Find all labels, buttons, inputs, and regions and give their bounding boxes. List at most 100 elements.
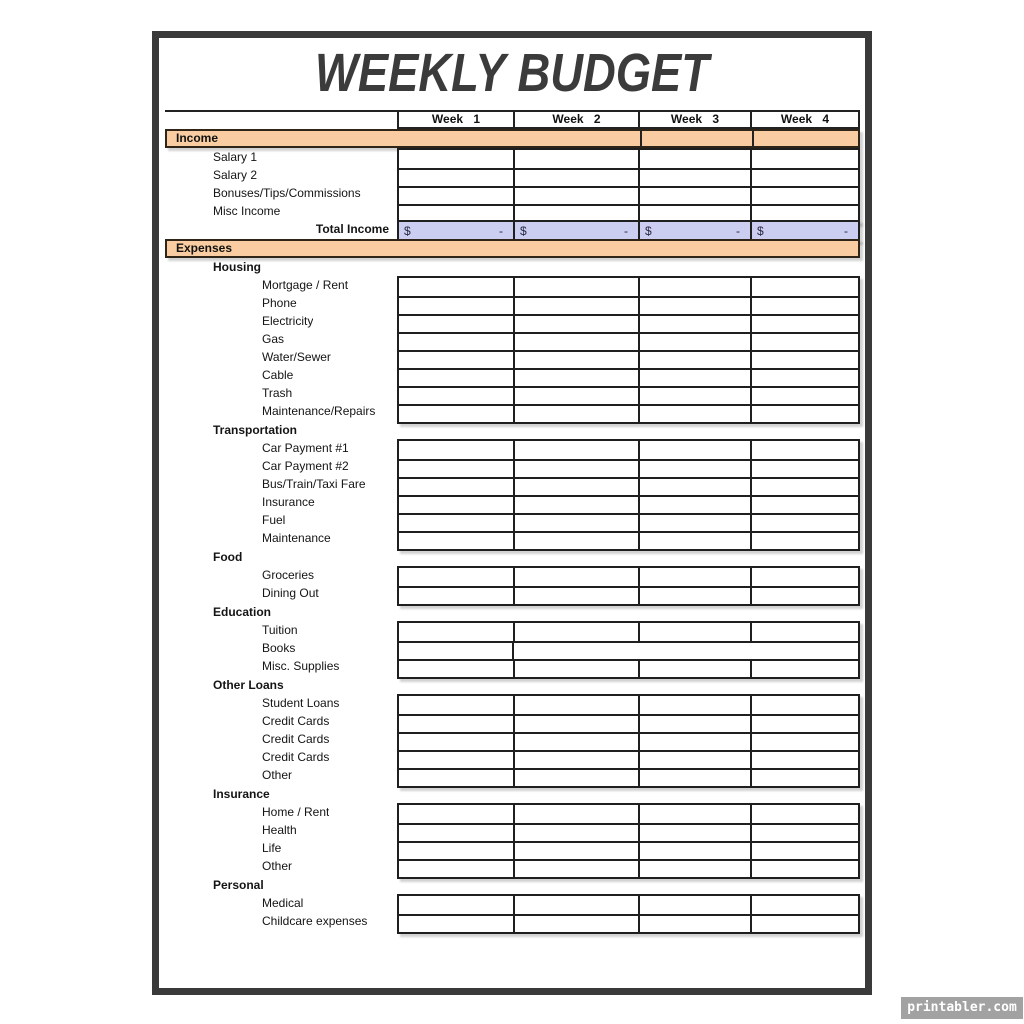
value-cell[interactable] [513,661,638,677]
value-cell[interactable] [750,316,858,332]
value-cell[interactable] [638,334,750,350]
value-cell[interactable] [513,716,638,732]
value-cell[interactable] [399,843,513,859]
value-cell[interactable] [638,278,750,296]
value-cell[interactable] [638,568,750,586]
value-cell[interactable] [638,515,750,531]
value-cell[interactable] [513,188,638,204]
value-cell[interactable] [638,352,750,368]
value-cell[interactable] [750,352,858,368]
value-cell[interactable] [513,825,638,841]
value-cell[interactable] [399,568,513,586]
value-cell[interactable] [513,588,638,604]
value-cell[interactable] [513,916,638,932]
value-cell[interactable] [399,805,513,823]
value-cell[interactable] [750,623,858,641]
value-cell[interactable] [750,479,858,495]
value-cell[interactable] [638,825,750,841]
value-cell[interactable] [513,805,638,823]
value-cell[interactable] [399,623,513,641]
value-cell[interactable] [638,734,750,750]
value-cell[interactable] [750,861,858,877]
value-cell[interactable] [638,316,750,332]
value-cell[interactable] [513,461,638,477]
value-cell[interactable] [399,278,513,296]
value-cell[interactable] [399,588,513,604]
value-cell[interactable] [513,770,638,786]
value-cell[interactable] [399,825,513,841]
value-cell[interactable] [638,770,750,786]
value-cell[interactable] [750,497,858,513]
value-cell[interactable] [750,896,858,914]
value-cell[interactable] [399,188,513,204]
value-cell[interactable] [638,533,750,549]
value-cell[interactable] [638,406,750,422]
value-cell[interactable] [638,441,750,459]
value-cell[interactable] [750,278,858,296]
value-cell[interactable] [638,588,750,604]
value-cell[interactable] [399,533,513,549]
value-cell[interactable] [513,696,638,714]
value-cell[interactable] [750,150,858,168]
value-cell[interactable] [513,206,638,222]
value-cell[interactable] [513,479,638,495]
value-cell[interactable] [750,734,858,750]
value-cell[interactable] [399,441,513,459]
value-cell[interactable] [399,388,513,404]
value-cell[interactable] [750,825,858,841]
value-cell[interactable] [638,805,750,823]
value-cell[interactable] [399,352,513,368]
value-cell[interactable] [638,188,750,204]
value-cell[interactable] [513,170,638,186]
value-cell[interactable] [638,861,750,877]
value-cell[interactable] [399,696,513,714]
value-cell[interactable] [638,388,750,404]
value-cell[interactable] [399,497,513,513]
value-cell[interactable] [399,298,513,314]
value-cell[interactable] [399,316,513,332]
value-cell[interactable] [513,568,638,586]
value-cell[interactable] [512,643,858,659]
value-cell[interactable] [399,150,513,168]
value-cell[interactable] [513,441,638,459]
value-cell[interactable] [750,661,858,677]
value-cell[interactable] [399,752,513,768]
value-cell[interactable] [638,696,750,714]
value-cell[interactable] [638,206,750,222]
value-cell[interactable] [750,170,858,186]
value-cell[interactable] [399,770,513,786]
value-cell[interactable] [638,298,750,314]
value-cell[interactable] [513,150,638,168]
value-cell[interactable] [750,716,858,732]
value-cell[interactable] [399,479,513,495]
value-cell[interactable] [399,896,513,914]
value-cell[interactable] [750,188,858,204]
value-cell[interactable] [513,298,638,314]
value-cell[interactable] [513,334,638,350]
value-cell[interactable] [513,497,638,513]
value-cell[interactable] [750,588,858,604]
value-cell[interactable] [750,406,858,422]
value-cell[interactable] [638,623,750,641]
value-cell[interactable] [513,352,638,368]
value-cell[interactable] [750,770,858,786]
value-cell[interactable] [513,316,638,332]
value-cell[interactable] [513,623,638,641]
value-cell[interactable] [750,370,858,386]
value-cell[interactable] [399,461,513,477]
value-cell[interactable] [750,334,858,350]
value-cell[interactable] [513,370,638,386]
value-cell[interactable] [399,661,513,677]
value-cell[interactable] [513,515,638,531]
value-cell[interactable] [513,388,638,404]
value-cell[interactable] [399,643,512,659]
value-cell[interactable] [638,843,750,859]
value-cell[interactable] [399,515,513,531]
value-cell[interactable] [638,479,750,495]
value-cell[interactable] [750,206,858,222]
value-cell[interactable] [638,497,750,513]
value-cell[interactable] [513,861,638,877]
value-cell[interactable] [750,696,858,714]
value-cell[interactable] [750,752,858,768]
value-cell[interactable] [638,150,750,168]
